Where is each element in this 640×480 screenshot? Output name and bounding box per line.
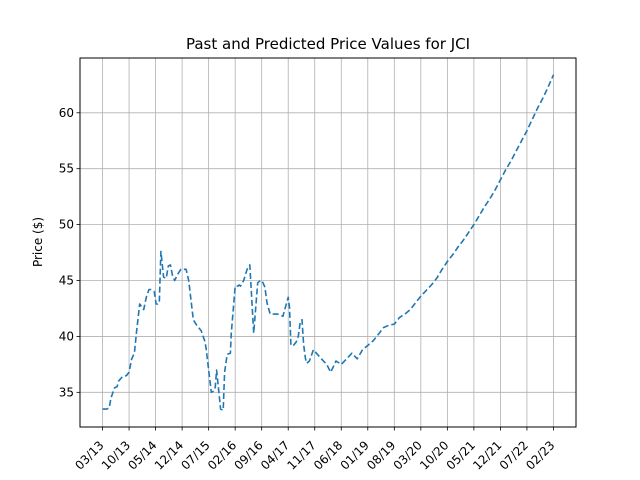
y-tick-label: 40 (59, 329, 74, 343)
chart-title: Past and Predicted Price Values for JCI (186, 35, 470, 53)
y-tick-label: 35 (59, 385, 74, 399)
y-tick-label: 55 (59, 162, 74, 176)
y-tick-label: 50 (59, 218, 74, 232)
grid-lines (80, 58, 576, 427)
plot-frame (79, 57, 577, 428)
y-axis-label: Price ($) (31, 217, 45, 267)
y-tick-label: 60 (59, 106, 74, 120)
y-tick-label: 45 (59, 274, 74, 288)
y-axis: 35 40 45 50 55 60 (59, 106, 80, 399)
price-line (102, 74, 555, 411)
